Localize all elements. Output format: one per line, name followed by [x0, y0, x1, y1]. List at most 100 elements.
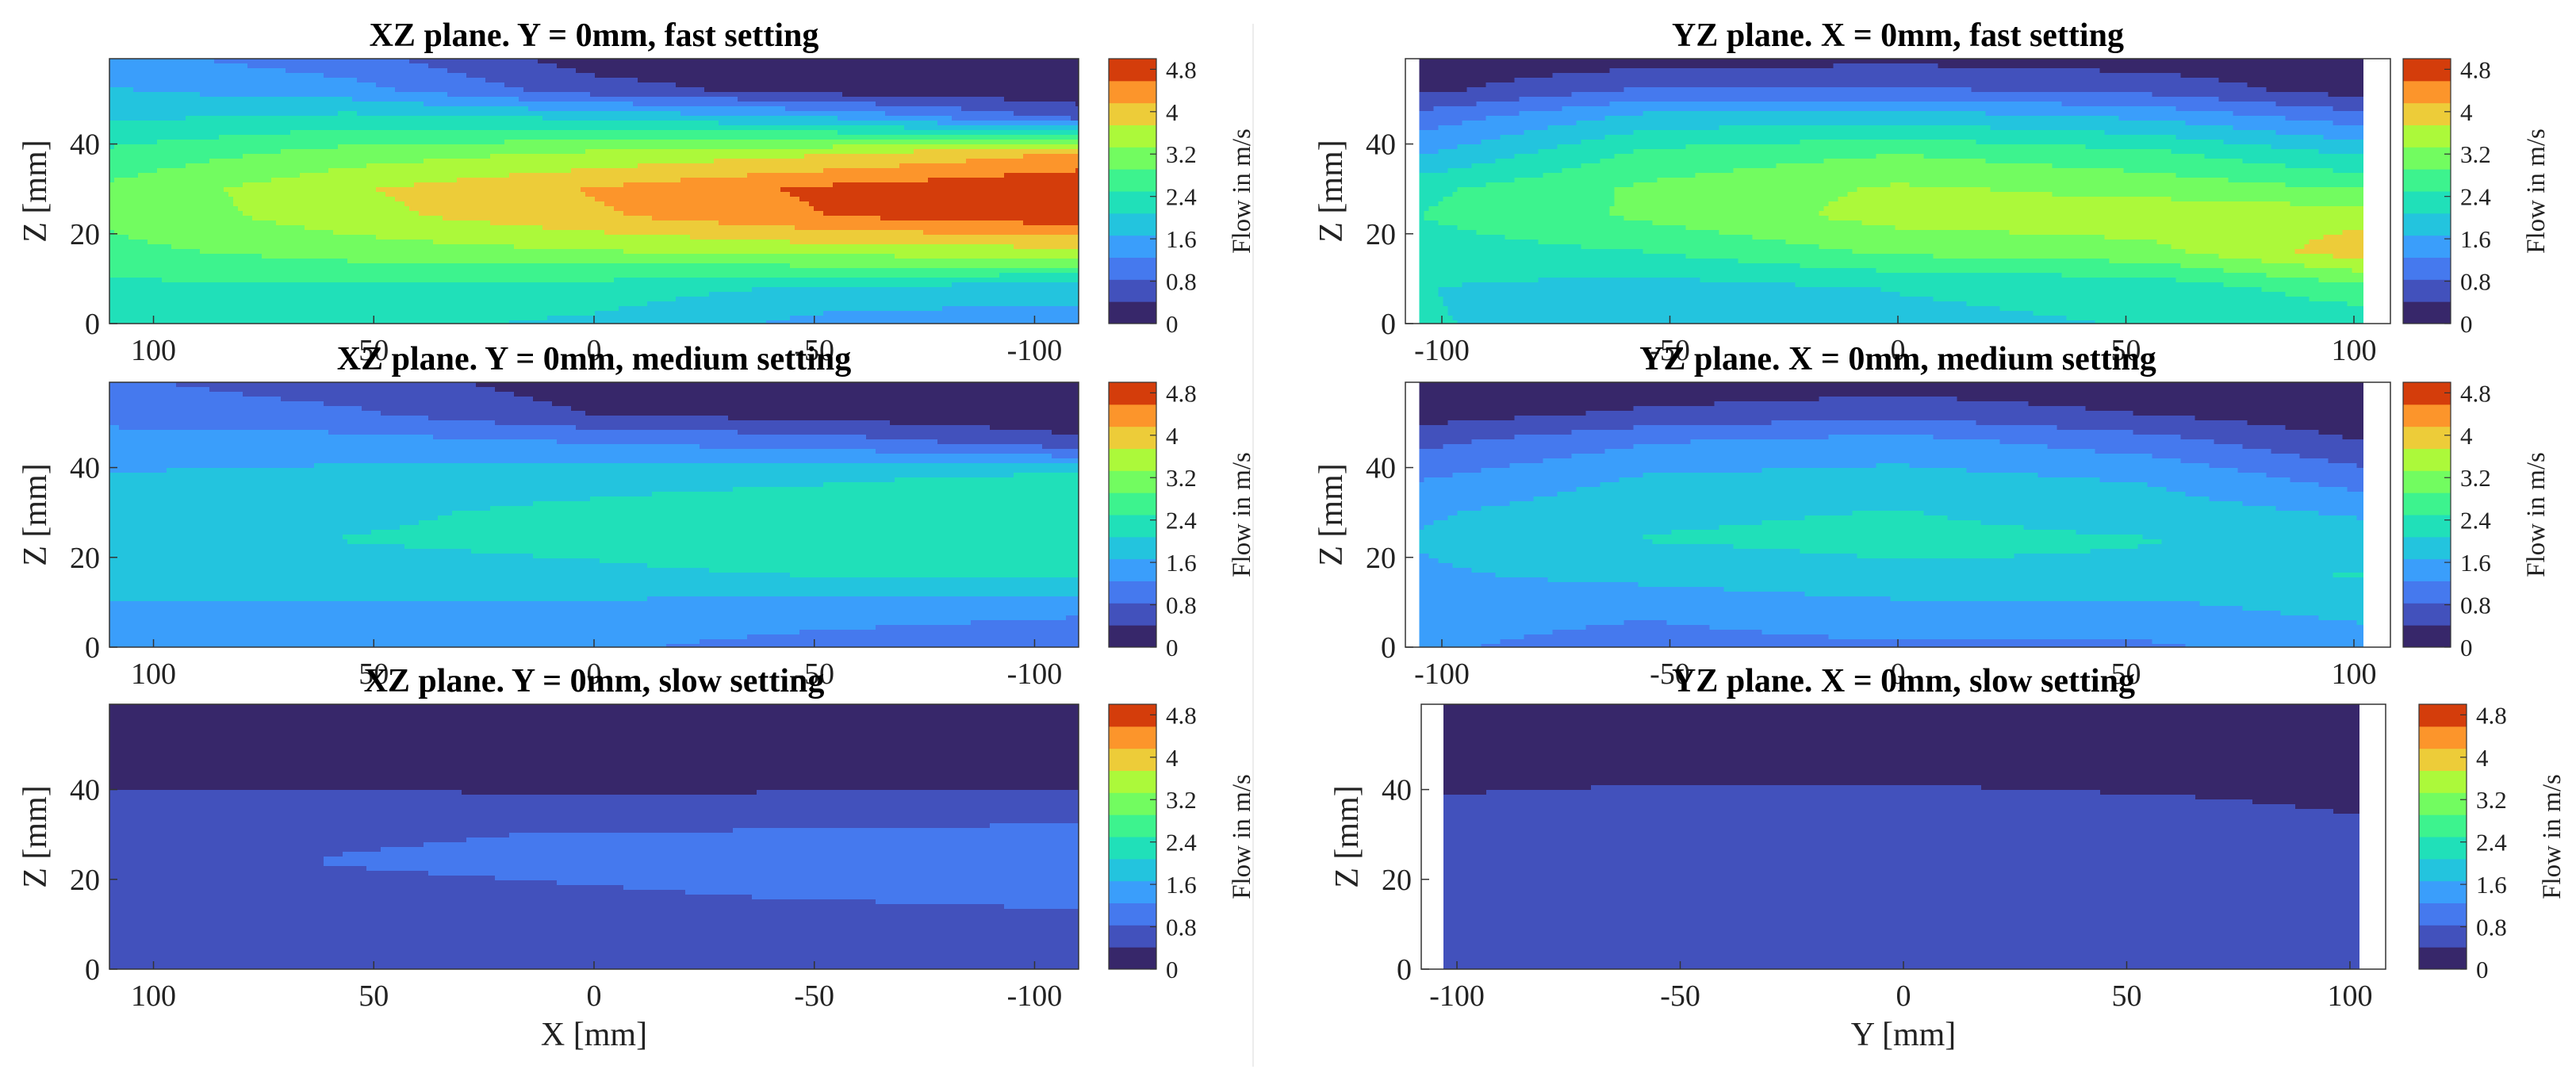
colorbar-level	[2403, 515, 2451, 537]
y-tick-label: 40	[70, 452, 100, 485]
colorbar-level	[2419, 859, 2467, 881]
y-tick-label: 0	[1381, 308, 1396, 341]
x-tick-label: 100	[131, 657, 176, 691]
contour-field	[109, 59, 1079, 324]
y-tick-label: 20	[1366, 542, 1396, 575]
y-tick-label: 20	[70, 864, 100, 897]
colorbar-level	[1109, 537, 1156, 559]
colorbar-tick-label: 0	[2476, 956, 2489, 983]
colorbar-level	[1109, 603, 1156, 625]
x-axis-label: Y [mm]	[1851, 1017, 1957, 1053]
y-tick-label: 0	[85, 631, 100, 665]
colorbar-level	[1109, 258, 1156, 280]
colorbar-level	[2403, 301, 2451, 324]
colorbar-tick-label: 1.6	[2460, 549, 2491, 577]
y-tick-label: 0	[85, 953, 100, 987]
colorbar-tick-label: 4.8	[1166, 701, 1197, 729]
x-tick-label: -100	[1414, 657, 1470, 691]
colorbar-tick-label: 0	[1166, 634, 1179, 661]
y-tick-label: 40	[70, 128, 100, 162]
colorbar-level	[2403, 169, 2451, 191]
colorbar-tick-label: 0.8	[2476, 914, 2507, 941]
y-tick-label: 0	[1397, 953, 1412, 987]
colorbar-level	[1109, 726, 1156, 749]
x-tick-label: -100	[1007, 657, 1063, 691]
colorbar-tick-label: 4	[2476, 744, 2489, 772]
colorbar-level	[1109, 581, 1156, 604]
colorbar-level	[1109, 449, 1156, 471]
colorbar-level	[2419, 771, 2467, 793]
colorbar-level	[1109, 470, 1156, 493]
y-axis-label: Z [mm]	[17, 463, 54, 565]
colorbar-tick-label: 0.8	[1166, 914, 1197, 941]
y-axis-label: Z [mm]	[1313, 463, 1350, 565]
colorbar-tick-label: 2.4	[2476, 829, 2507, 857]
colorbar-tick-label: 1.6	[2460, 225, 2491, 253]
colorbar-level	[2403, 125, 2451, 148]
colorbar-level	[2403, 258, 2451, 280]
colorbar-level	[2419, 814, 2467, 837]
y-tick-label: 40	[70, 774, 100, 807]
colorbar-level	[2403, 559, 2451, 581]
x-tick-label: -100	[1007, 979, 1063, 1013]
colorbar-tick-label: 3.2	[2476, 786, 2507, 814]
colorbar-tick-label: 1.6	[2476, 871, 2507, 899]
y-axis-label: Z [mm]	[17, 785, 54, 887]
colorbar-level	[1109, 382, 1156, 404]
colorbar-level	[2419, 749, 2467, 771]
colorbar-level	[1109, 125, 1156, 148]
colorbar-level	[2403, 470, 2451, 493]
colorbar-tick-label: 1.6	[1166, 549, 1197, 577]
colorbar-level	[2419, 881, 2467, 903]
colorbar-tick-label: 0.8	[1166, 268, 1197, 296]
colorbar-level	[2403, 625, 2451, 647]
colorbar-label: Flow in m/s	[1228, 452, 1256, 577]
colorbar-level	[1109, 947, 1156, 969]
chart-title: YZ plane. X = 0mm, slow setting	[1672, 663, 2135, 699]
y-tick-label: 40	[1382, 774, 1412, 807]
x-tick-label: 100	[131, 334, 176, 367]
colorbar-level	[1109, 81, 1156, 103]
colorbar-level	[2403, 382, 2451, 404]
colorbar-tick-label: 4.8	[2460, 379, 2491, 407]
y-tick-label: 20	[1366, 218, 1396, 251]
colorbar-level	[2419, 837, 2467, 859]
colorbar-level	[1109, 427, 1156, 449]
contour-field	[109, 382, 1079, 648]
colorbar-tick-label: 2.4	[2460, 183, 2491, 211]
colorbar-tick-label: 4	[2460, 422, 2473, 450]
colorbar-tick-label: 2.4	[1166, 183, 1197, 211]
chart-title: XZ plane. Y = 0mm, fast setting	[370, 17, 819, 54]
colorbar-tick-label: 0	[2460, 634, 2473, 661]
colorbar-level	[1109, 236, 1156, 258]
y-tick-label: 20	[70, 542, 100, 575]
colorbar-level	[2419, 704, 2467, 726]
colorbar-level	[2403, 191, 2451, 213]
x-tick-label: 0	[587, 979, 602, 1013]
figure: XZ plane. Y = 0mm, fast setting02040Z [m…	[0, 0, 2576, 1077]
colorbar-level	[2403, 213, 2451, 236]
x-tick-label: -50	[1660, 979, 1700, 1013]
chart-title: YZ plane. X = 0mm, fast setting	[1672, 17, 2124, 54]
contour-field	[1419, 382, 2363, 648]
colorbar-tick-label: 4.8	[2460, 56, 2491, 83]
colorbar-tick-label: 0	[1166, 310, 1179, 338]
colorbar-tick-label: 3.2	[1166, 464, 1197, 492]
colorbar-tick-label: 0	[1166, 956, 1179, 983]
x-tick-label: 100	[2332, 657, 2377, 691]
y-tick-label: 0	[1381, 631, 1396, 665]
colorbar-level	[1109, 213, 1156, 236]
colorbar-tick-label: 0	[2460, 310, 2473, 338]
colorbar-level	[2403, 103, 2451, 125]
colorbar-tick-label: 4.8	[1166, 379, 1197, 407]
y-axis-label: Z [mm]	[1313, 140, 1350, 242]
colorbar-tick-label: 3.2	[1166, 786, 1197, 814]
colorbar-level	[2403, 81, 2451, 103]
colorbar-level	[2403, 427, 2451, 449]
chart-title: XZ plane. Y = 0mm, medium setting	[337, 341, 851, 378]
colorbar-level	[1109, 771, 1156, 793]
